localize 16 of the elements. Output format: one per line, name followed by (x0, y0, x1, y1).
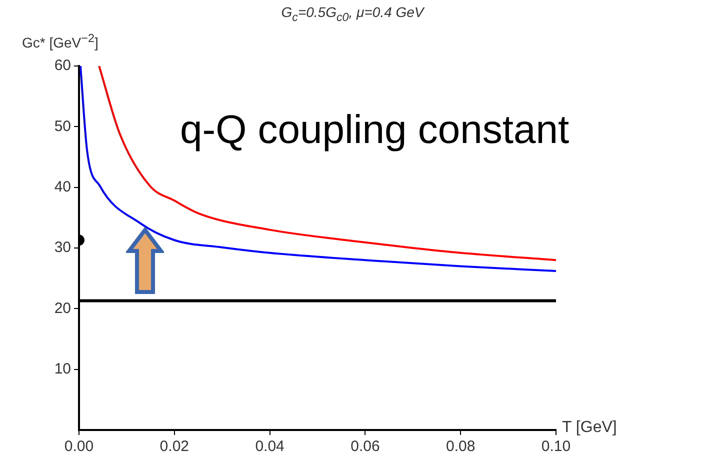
y-tick-label: 10 (54, 360, 71, 378)
y-tick-label: 30 (54, 239, 71, 256)
x-tick-label: 0.02 (160, 438, 189, 456)
y-axis-title: Gc* [GeV$^{−2}$] (22, 32, 98, 51)
x-axis-title: T [GeV] (562, 419, 617, 437)
y-tick-label: 60 (54, 57, 71, 74)
y-tick-label: 20 (54, 300, 71, 317)
x-tick-label: 0.00 (64, 438, 94, 456)
chart-title: G$_{c}$=0.5G$_{c0}$, μ=0.4 GeV (280, 4, 426, 24)
y-tick-label: 40 (54, 178, 71, 196)
x-tick-label: 0.08 (446, 438, 476, 456)
y-tick-label: 50 (54, 118, 71, 135)
annotation: q-Q coupling constant (180, 108, 570, 153)
x-tick-label: 0.04 (255, 438, 284, 456)
x-tick-label: 0.10 (541, 438, 571, 456)
x-tick-label: 0.06 (350, 438, 380, 456)
